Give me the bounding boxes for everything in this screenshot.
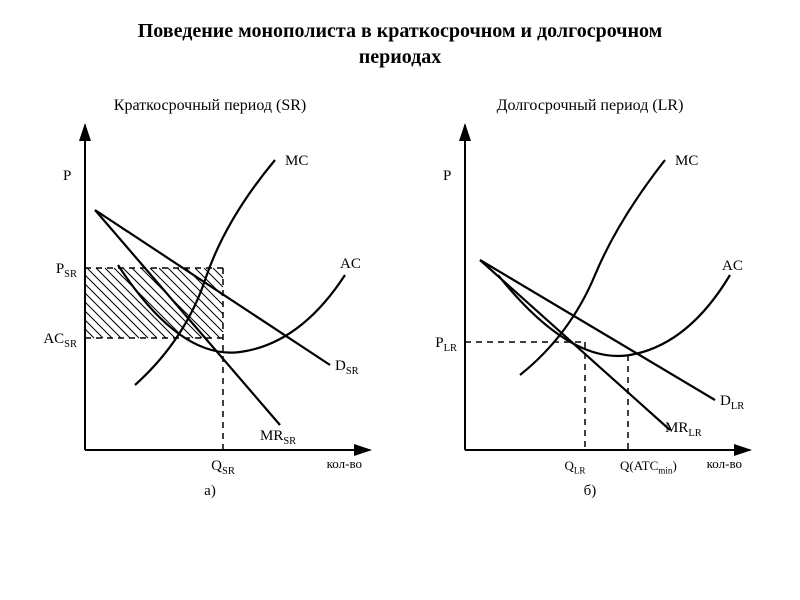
x-axis-label: кол-во — [327, 456, 362, 471]
svg-text:MC: MC — [285, 153, 308, 169]
svg-text:MRSR: MRSR — [260, 428, 296, 447]
svg-text:QLR: QLR — [564, 458, 586, 476]
page-title: Поведение монополиста в краткосрочном и … — [0, 0, 800, 80]
title-line1: Поведение монополиста в краткосрочном и … — [138, 20, 662, 42]
svg-text:DLR: DLR — [720, 393, 744, 412]
svg-text:кол-во: кол-во — [707, 456, 742, 471]
svg-text:а): а) — [204, 483, 216, 499]
svg-text:AC: AC — [340, 256, 361, 272]
svg-text:Долгосрочный период (LR): Долгосрочный период (LR) — [497, 97, 684, 114]
svg-text:MRLR: MRLR — [665, 420, 702, 439]
charts-row: Краткосрочный период (SR) MC AC DSR MRSR Pкол… — [0, 80, 800, 510]
svg-text:QSR: QSR — [211, 458, 235, 477]
title-line2: периодах — [359, 46, 442, 68]
chart-sr: Краткосрочный период (SR) MC AC DSR MRSR Pкол… — [30, 80, 390, 510]
svg-text:PSR: PSR — [56, 261, 77, 280]
svg-text:Q(ATCmin): Q(ATCmin) — [620, 458, 677, 476]
svg-text:MC: MC — [675, 153, 698, 169]
svg-text:P: P — [443, 168, 451, 184]
svg-text:DSR: DSR — [335, 358, 359, 377]
svg-text:PLR: PLR — [435, 335, 457, 354]
svg-text:Краткосрочный период (SR): Краткосрочный период (SR) — [114, 97, 306, 114]
svg-text:AC: AC — [722, 258, 743, 274]
svg-text:P: P — [63, 168, 71, 184]
svg-text:б): б) — [584, 483, 597, 499]
chart-lr: Долгосрочный период (LR) MC AC DLR MRLR Pкол-… — [410, 80, 770, 510]
svg-text:ACSR: ACSR — [43, 331, 77, 350]
